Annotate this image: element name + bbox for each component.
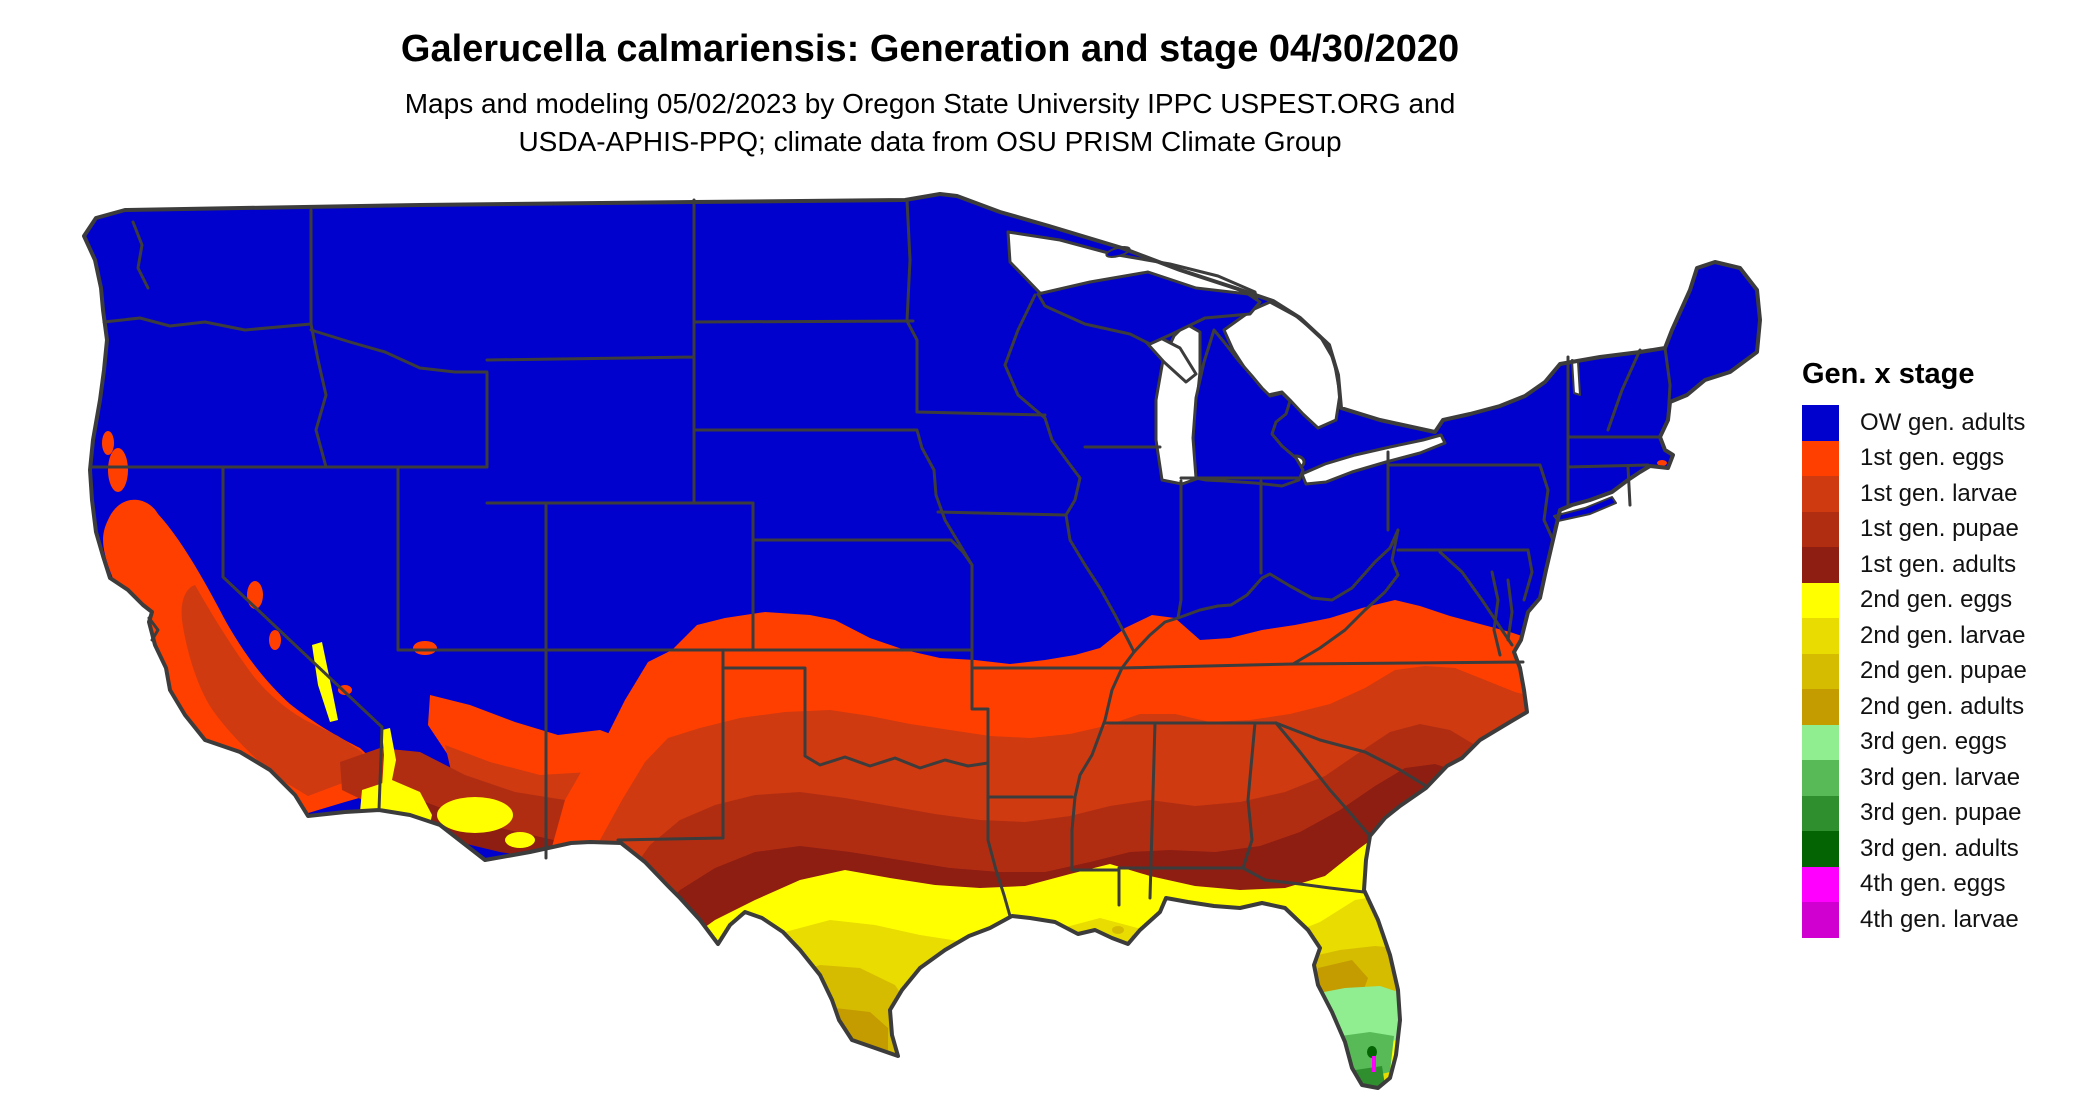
legend-swatch xyxy=(1802,618,1839,654)
legend-swatch xyxy=(1802,547,1839,583)
legend-swatch xyxy=(1802,795,1839,831)
legend-item: 3rd gen. larvae xyxy=(1802,760,2098,796)
legend-swatch xyxy=(1802,831,1839,867)
legend: Gen. x stage OW gen. adults 1st gen. egg… xyxy=(1802,358,2098,938)
legend-label: 2nd gen. adults xyxy=(1860,692,2025,720)
legend-swatch xyxy=(1802,476,1839,512)
legend-label: 1st gen. larvae xyxy=(1860,479,2018,507)
legend-item: OW gen. adults xyxy=(1802,405,2098,441)
us-outline xyxy=(82,192,1762,1090)
legend-label: 3rd gen. eggs xyxy=(1860,728,2007,756)
legend-label: 1st gen. adults xyxy=(1860,550,2017,578)
legend-swatch xyxy=(1802,582,1839,618)
region-ca-1st-larvae xyxy=(181,585,370,796)
legend-item: 2nd gen. eggs xyxy=(1802,582,2098,618)
legend-swatch xyxy=(1802,440,1839,476)
band-3rd-pupae xyxy=(1342,1066,1386,1088)
page-subtitle: Maps and modeling 05/02/2023 by Oregon S… xyxy=(0,85,1860,161)
band-4th-eggs xyxy=(1372,1056,1385,1088)
band-3rd-adults xyxy=(1358,1046,1382,1088)
legend-item: 2nd gen. pupae xyxy=(1802,653,2098,689)
legend-swatch xyxy=(1802,511,1839,547)
legend-label: 2nd gen. eggs xyxy=(1860,586,2013,614)
legend-label: 4th gen. eggs xyxy=(1860,870,2006,898)
legend-label: 3rd gen. pupae xyxy=(1860,799,2022,827)
lake-champlain xyxy=(1571,359,1581,396)
legend-swatch xyxy=(1802,724,1839,760)
legend-title: Gen. x stage xyxy=(1802,358,1975,390)
legend-swatch xyxy=(1802,902,1839,938)
legend-swatch xyxy=(1802,405,1839,441)
legend-label: 4th gen. larvae xyxy=(1860,905,2019,933)
subtitle-line-2: USDA-APHIS-PPQ; climate data from OSU PR… xyxy=(518,126,1342,157)
legend-item: 2nd gen. larvae xyxy=(1802,618,2098,654)
legend-swatch xyxy=(1802,760,1839,796)
legend-label: 3rd gen. adults xyxy=(1860,834,2019,862)
legend-swatch xyxy=(1802,866,1839,902)
phenology-regions xyxy=(84,194,1760,1109)
legend-item: 1st gen. adults xyxy=(1802,547,2098,583)
legend-item: 4th gen. larvae xyxy=(1802,902,2098,938)
legend-item: 1st gen. pupae xyxy=(1802,511,2098,547)
legend-label: OW gen. adults xyxy=(1860,408,2026,436)
legend-label: 2nd gen. larvae xyxy=(1860,621,2026,649)
state-borders xyxy=(88,198,1672,918)
michigan-mitten xyxy=(1191,328,1305,488)
page-title: Galerucella calmariensis: Generation and… xyxy=(400,28,1460,70)
header: Galerucella calmariensis: Generation and… xyxy=(0,0,1860,161)
legend-item: 2nd gen. adults xyxy=(1802,689,2098,725)
legend-label: 1st gen. eggs xyxy=(1860,444,2005,472)
legend-item: 4th gen. eggs xyxy=(1802,866,2098,902)
legend-item: 3rd gen. pupae xyxy=(1802,795,2098,831)
legend-item: 1st gen. eggs xyxy=(1802,440,2098,476)
band-2nd-pupae xyxy=(695,926,1398,1088)
michigan-upper-peninsula xyxy=(1036,270,1262,346)
legend-label: 3rd gen. larvae xyxy=(1860,763,2021,791)
lake-erie xyxy=(1300,433,1447,486)
great-lakes xyxy=(1006,230,1581,486)
legend-label: 1st gen. pupae xyxy=(1860,515,2019,543)
subtitle-line-1: Maps and modeling 05/02/2023 by Oregon S… xyxy=(404,88,1456,119)
legend-item: 3rd gen. eggs xyxy=(1802,724,2098,760)
legend-item: 3rd gen. adults xyxy=(1802,831,2098,867)
legend-label: 2nd gen. pupae xyxy=(1860,657,2027,685)
legend-item: 1st gen. larvae xyxy=(1802,476,2098,512)
legend-list: OW gen. adults 1st gen. eggs 1st gen. la… xyxy=(1802,405,2098,938)
legend-swatch xyxy=(1802,689,1839,725)
band-4th-larvae xyxy=(1334,1103,1342,1109)
michigan-land xyxy=(1036,246,1617,522)
legend-swatch xyxy=(1802,653,1839,689)
